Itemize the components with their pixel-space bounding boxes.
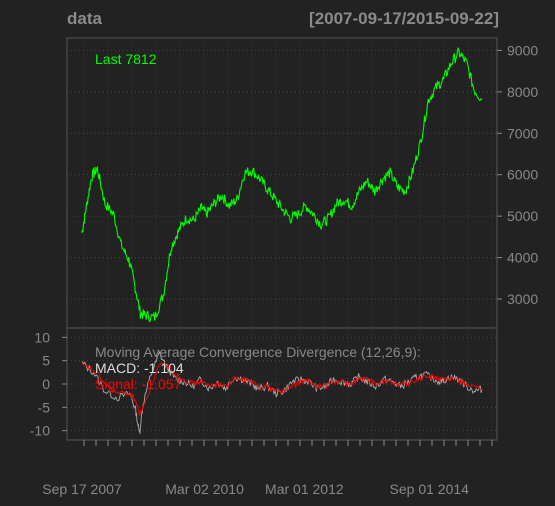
price-series-line: [82, 48, 482, 321]
price-y-tick-label: 8000: [507, 84, 538, 100]
last-value-label: Last 7812: [95, 51, 157, 67]
x-tick-label: Mar 01 2012: [265, 481, 344, 497]
macd-y-tick-label: 0: [42, 376, 50, 392]
price-y-tick-label: 7000: [507, 125, 538, 141]
signal-value-label: Signal: -1.057: [95, 376, 182, 392]
x-tick-label: Mar 02 2010: [165, 481, 244, 497]
price-y-tick-label: 5000: [507, 208, 538, 224]
macd-y-tick-label: 5: [42, 353, 50, 369]
price-y-tick-label: 9000: [507, 42, 538, 58]
price-y-tick-label: 6000: [507, 167, 538, 183]
x-tick-label: Sep 17 2007: [42, 481, 122, 497]
macd-panel-title: Moving Average Convergence Divergence (1…: [95, 344, 421, 360]
macd-y-tick-label: -5: [38, 399, 51, 415]
macd-value-label: MACD: -1.104: [95, 360, 184, 376]
price-y-tick-label: 3000: [507, 291, 538, 307]
macd-y-tick-label: -10: [30, 423, 50, 439]
macd-y-tick-label: 10: [34, 329, 50, 345]
x-tick-label: Sep 01 2014: [390, 481, 470, 497]
price-y-tick-label: 4000: [507, 250, 538, 266]
